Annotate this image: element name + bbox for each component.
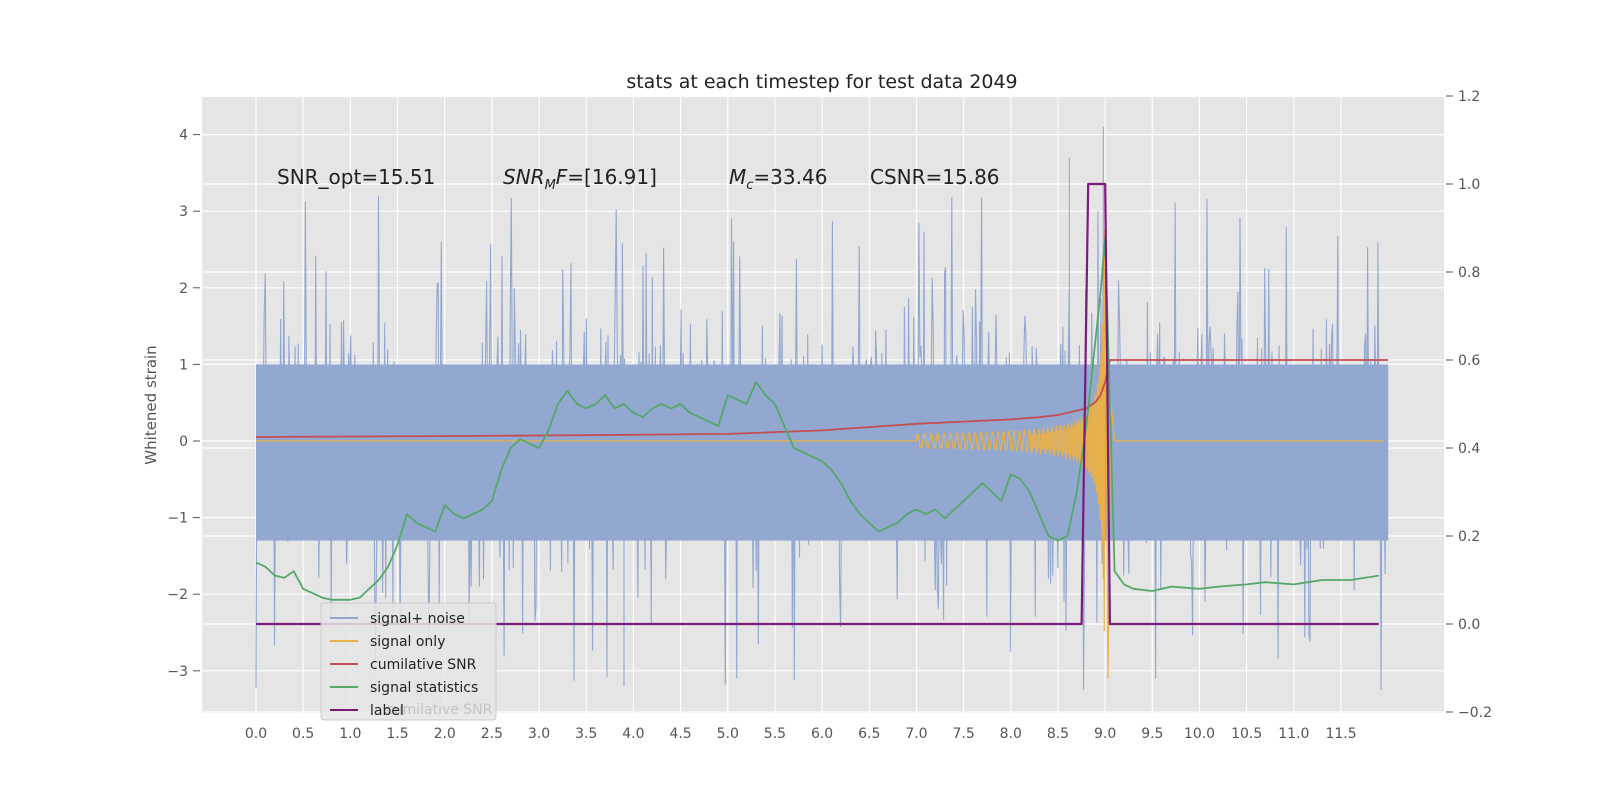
y-tick-label: 1: [179, 357, 188, 373]
y2-tick-label: 0.6: [1458, 353, 1480, 369]
signal-noise-line: [255, 126, 1388, 691]
csnr-annotation: CSNR=15.86: [870, 165, 1000, 189]
x-tick-label: 9.5: [1141, 726, 1163, 742]
y-tick-label: −1: [167, 511, 188, 527]
y2-tick-label: 1.2: [1458, 89, 1480, 105]
x-tick-label: 0.5: [292, 726, 314, 742]
noise-series: [255, 126, 1389, 691]
y2-tick-label: 0.8: [1458, 265, 1480, 281]
y-tick-label: 0: [179, 434, 188, 450]
axis-ticks: 0.0 0.5 1.0 1.5 2.0 2.5 3.0 3.5 4.0 4.5 5.0 5.5 6.0 6…: [167, 89, 1492, 742]
legend-box: [320, 602, 497, 721]
legend-label: label: [370, 703, 404, 719]
legend-label: signal only: [370, 634, 445, 650]
y2-tick-label: 0.0: [1458, 617, 1480, 633]
x-tick-label: 0.0: [245, 726, 267, 742]
x-tick-label: 1.0: [339, 726, 361, 742]
legend-label: signal statistics: [370, 680, 478, 696]
x-tick-label: 8.0: [1000, 726, 1022, 742]
y-tick-label: −3: [167, 664, 188, 680]
x-tick-label: 5.5: [764, 726, 786, 742]
x-tick-label: 3.0: [528, 726, 550, 742]
snr-opt-annotation: SNR_opt=15.51: [277, 165, 435, 189]
legend-label: signal+ noise: [370, 611, 465, 627]
y2-tick-label: −0.2: [1458, 705, 1492, 721]
y-tick-label: 2: [179, 281, 188, 297]
y-tick-label: −2: [167, 587, 188, 603]
cumilative-snr-line: [255, 359, 1389, 438]
x-tick-label: 7.5: [952, 726, 974, 742]
x-tick-label: 9.0: [1094, 726, 1116, 742]
legend: cumilative SNR signal+ noise signal only c…: [320, 602, 497, 721]
x-tick-label: 6.0: [811, 726, 833, 742]
x-tick-label: 4.0: [622, 726, 644, 742]
label-line: [256, 182, 1379, 626]
x-tick-label: 11.5: [1325, 726, 1356, 742]
legend-label: cumilative SNR: [370, 657, 477, 673]
x-tick-label: 4.5: [669, 726, 691, 742]
y2-tick-label: 0.2: [1458, 529, 1480, 545]
x-tick-label: 6.5: [858, 726, 880, 742]
x-tick-label: 3.5: [575, 726, 597, 742]
x-tick-label: 8.5: [1047, 726, 1069, 742]
legend-ghost-text: cumilative SNR: [386, 702, 493, 718]
snr-mf-annotation: SNRMF=[16.91]: [503, 165, 657, 193]
x-tick-label: 5.0: [717, 726, 739, 742]
y2-tick-label: 1.0: [1458, 177, 1480, 193]
x-tick-label: 10.0: [1184, 726, 1215, 742]
y-tick-label: 4: [179, 128, 188, 144]
signal-envelope: [1029, 262, 1105, 620]
y-tick-label: 3: [179, 204, 188, 220]
legend-items: signal+ noise signal only cumilative SNR si…: [330, 611, 478, 719]
signal-statistics-line: [255, 235, 1379, 601]
snr-mf-value: =[16.91]: [567, 165, 657, 189]
x-tick-label: 2.5: [481, 726, 503, 742]
y2-tick-label: 0.4: [1458, 441, 1480, 457]
x-tick-label: 10.5: [1231, 726, 1262, 742]
y-axis-title: Whitened strain: [142, 345, 160, 464]
chart-title: stats at each timestep for test data 204…: [626, 71, 1017, 93]
x-tick-label: 7.0: [905, 726, 927, 742]
mc-annotation: Mc=33.46: [729, 165, 827, 193]
x-tick-label: 2.0: [434, 726, 456, 742]
x-tick-label: 11.0: [1278, 726, 1309, 742]
signal-series: [256, 229, 1384, 679]
mc-value: =33.46: [753, 165, 827, 189]
series-lines: [255, 182, 1389, 626]
x-tick-label: 1.5: [386, 726, 408, 742]
